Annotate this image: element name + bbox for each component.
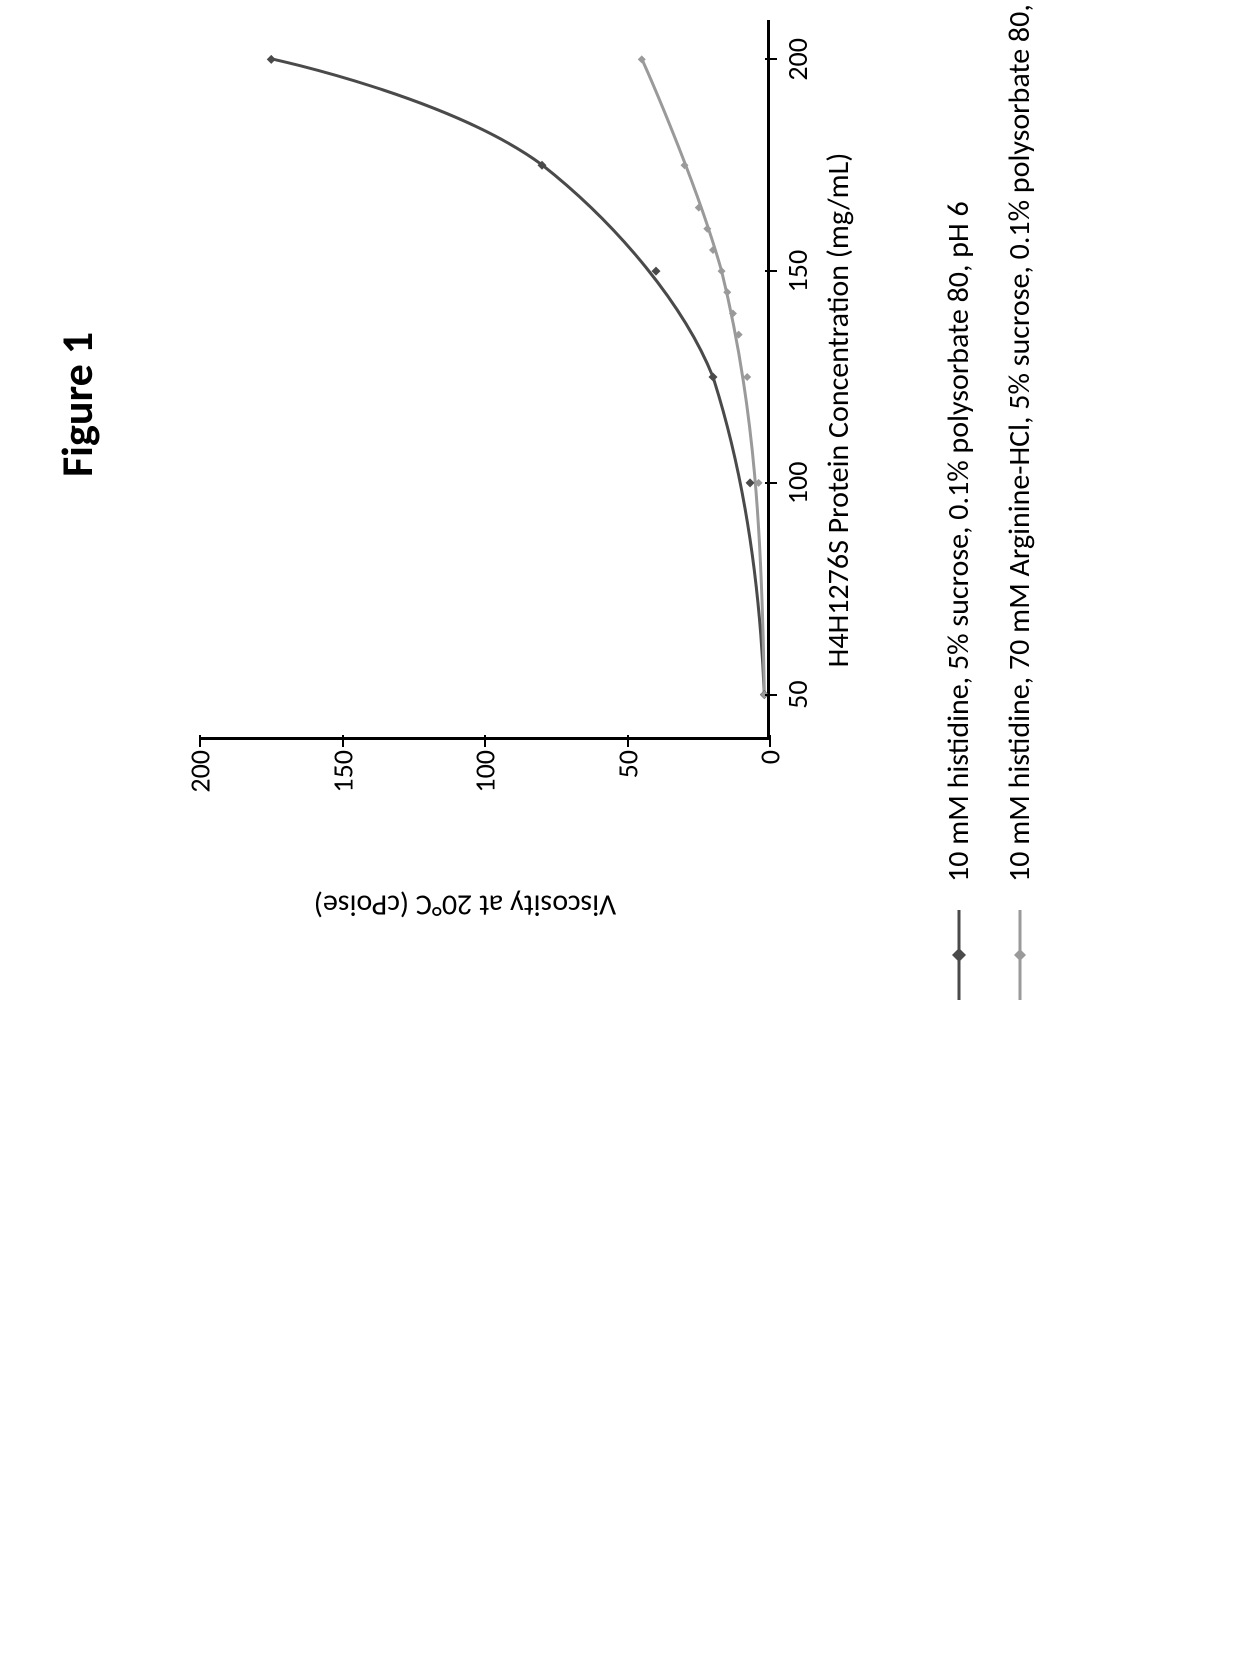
x-tick-label: 50 [780, 680, 815, 708]
data-marker-series-2 [718, 267, 726, 275]
series-1-group [271, 59, 764, 695]
legend-item-2: 10 mM histidine, 70 mM Arginine-HCl, 5% … [1001, 0, 1038, 1000]
y-tick-label: 100 [468, 750, 503, 793]
legend: 10 mM histidine, 5% sucrose, 0.1% polyso… [940, 0, 1062, 1000]
data-marker-series-1 [746, 478, 755, 487]
series-1-curve [271, 59, 764, 695]
plot-area: 050100150200 50100150200 [200, 20, 770, 740]
legend-item-1: 10 mM histidine, 5% sucrose, 0.1% polyso… [940, 0, 977, 1000]
data-marker-series-1 [709, 373, 718, 382]
data-marker-series-1 [267, 55, 276, 64]
y-tick-label: 50 [610, 750, 645, 778]
y-axis-label: Viscosity at 20°C (cPoise) [314, 887, 616, 924]
page-root: Figure 1 Viscosity at 20°C (cPoise) 0501… [0, 0, 1240, 1240]
y-tick [199, 735, 201, 747]
x-tick [765, 694, 777, 696]
x-tick [765, 270, 777, 272]
y-tick-label: 0 [753, 750, 788, 764]
y-tick [484, 735, 486, 747]
legend-label-2: 10 mM histidine, 70 mM Arginine-HCl, 5% … [1001, 0, 1038, 882]
chart-svg [200, 17, 770, 737]
legend-label-1: 10 mM histidine, 5% sucrose, 0.1% polyso… [940, 201, 977, 882]
x-axis-label: H4H1276S Protein Concentration (mg/mL) [820, 0, 857, 860]
y-tick [342, 735, 344, 747]
markers-layer [267, 55, 769, 699]
x-tick-label: 150 [780, 250, 815, 293]
chart-container: Viscosity at 20°C (cPoise) 050100150200 … [180, 0, 860, 860]
legend-marker-2 [1005, 910, 1035, 1000]
legend-dot-2-icon [1014, 949, 1026, 961]
y-tick-label: 200 [183, 750, 218, 793]
x-tick-label: 200 [780, 38, 815, 81]
y-tick-label: 150 [325, 750, 360, 793]
legend-marker-1 [944, 910, 974, 1000]
legend-dot-1-icon [952, 948, 966, 962]
figure-title: Figure 1 [50, 0, 104, 1240]
x-tick [765, 482, 777, 484]
y-tick [769, 735, 771, 747]
x-tick [765, 58, 777, 60]
x-tick-label: 100 [780, 462, 815, 505]
y-tick [627, 735, 629, 747]
